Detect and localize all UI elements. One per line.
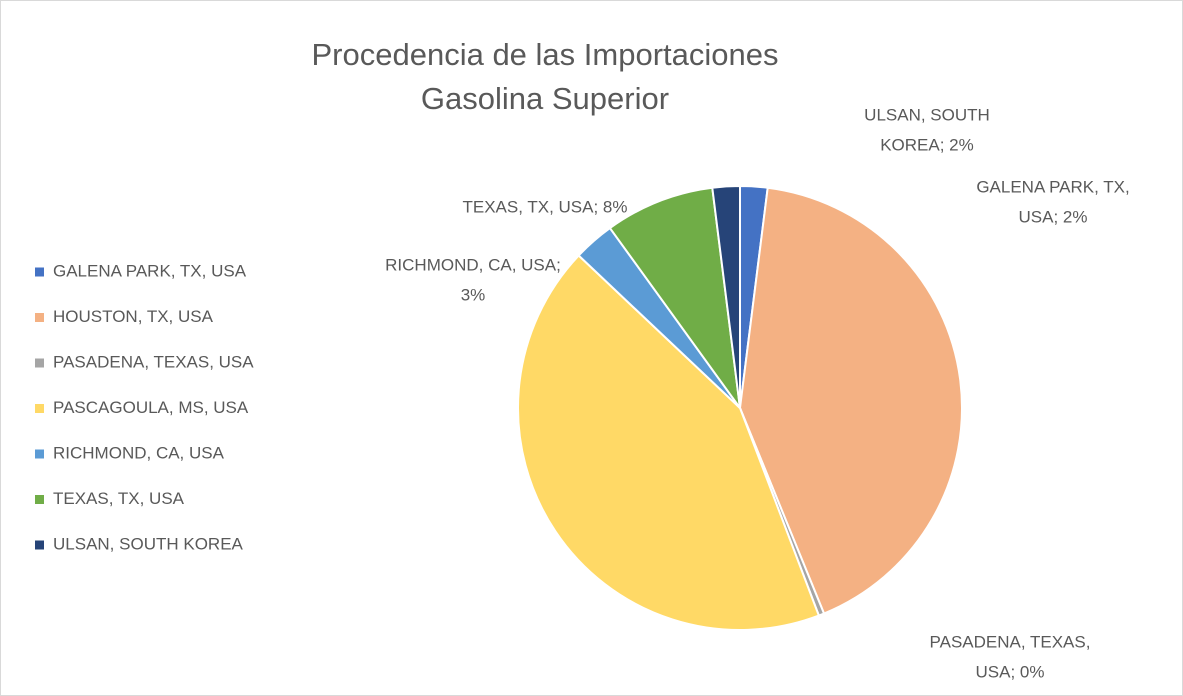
data-label: USA; 0% xyxy=(976,662,1045,681)
data-label: PASADENA, TEXAS, xyxy=(930,632,1091,651)
legend-swatch xyxy=(35,358,44,368)
data-label: USA; 2% xyxy=(1019,207,1088,226)
data-label: 3% xyxy=(461,285,486,304)
legend-swatch xyxy=(35,495,44,504)
data-label: KOREA; 2% xyxy=(880,135,974,154)
data-label: TEXAS, TX, USA; 8% xyxy=(462,197,627,216)
data-label: ULSAN, SOUTH xyxy=(864,105,990,124)
legend-swatch xyxy=(35,267,44,277)
pie-slice xyxy=(738,186,963,615)
chart-title: Gasolina Superior xyxy=(421,81,669,116)
pie-slice xyxy=(608,186,741,409)
chart-title: Procedencia de las Importaciones xyxy=(312,37,779,72)
legend-swatch xyxy=(35,449,44,459)
legend-label: GALENA PARK, TX, USA xyxy=(53,261,247,280)
legend-label: PASADENA, TEXAS, USA xyxy=(53,352,254,371)
data-label: GALENA PARK, TX, xyxy=(976,177,1129,196)
data-label: RICHMOND, CA, USA; xyxy=(385,255,561,274)
legend-label: TEXAS, TX, USA xyxy=(53,489,185,508)
legend-swatch xyxy=(35,313,44,322)
legend-label: PASCAGOULA, MS, USA xyxy=(53,398,249,417)
legend-swatch xyxy=(35,540,44,550)
pie-slice xyxy=(711,184,741,409)
legend-label: ULSAN, SOUTH KOREA xyxy=(53,534,244,553)
legend-swatch xyxy=(35,404,44,413)
legend-label: HOUSTON, TX, USA xyxy=(53,307,214,326)
legend-label: RICHMOND, CA, USA xyxy=(53,443,225,462)
pie-slice xyxy=(517,254,821,631)
